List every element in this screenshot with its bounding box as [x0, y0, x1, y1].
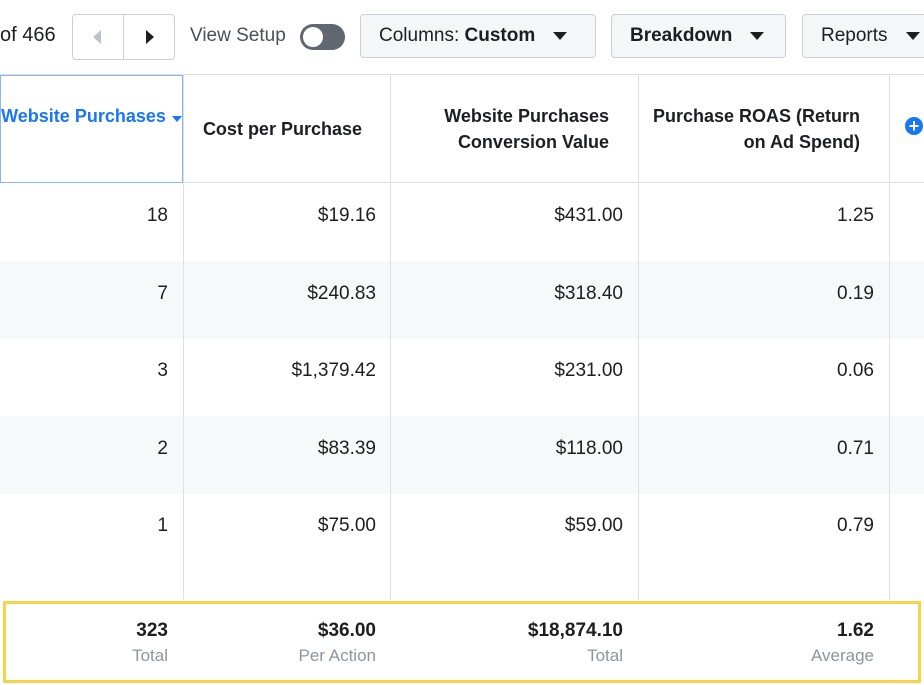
total-value: 1.62: [837, 620, 874, 641]
total-label: Total: [587, 646, 623, 665]
row-bg: [0, 415, 924, 494]
reports-button[interactable]: Reports: [802, 14, 924, 58]
column-header: Website Purchases: [0, 103, 183, 129]
cell: 1: [157, 515, 168, 536]
cell: $118.00: [555, 437, 623, 459]
cell: $19.16: [317, 205, 376, 226]
next-button[interactable]: [146, 30, 154, 44]
columns-value: Custom: [464, 25, 536, 46]
cell: 7: [157, 282, 168, 304]
total-value: $18,874.10: [527, 620, 623, 641]
row-bg: [0, 260, 924, 339]
add-column[interactable]: +: [905, 117, 923, 135]
cell: 2: [157, 437, 168, 459]
cell: 1.25: [837, 205, 874, 226]
view-setup-toggle[interactable]: [300, 24, 345, 50]
cell: 0.19: [837, 282, 874, 304]
total-value: $36.00: [317, 620, 376, 641]
cell: $59.00: [564, 515, 623, 536]
reports-label: Reports: [821, 25, 888, 46]
column-header: Website Purchases Conversion Value: [444, 106, 609, 152]
column-header: Cost per Purchase: [202, 119, 362, 139]
cell: $240.83: [307, 282, 376, 304]
pagination: of 466: [0, 24, 56, 46]
total-label: Average: [810, 646, 874, 665]
breakdown-button[interactable]: Breakdown: [611, 14, 786, 58]
totals-highlight: [3, 601, 921, 683]
column-header: Purchase ROAS (Return on Ad Spend): [652, 106, 860, 152]
cell: $83.39: [317, 437, 376, 459]
cell: $231.00: [554, 360, 623, 381]
cell: 3: [157, 360, 168, 381]
cell: 0.06: [837, 360, 874, 381]
columns-button[interactable]: Columns: Custom: [360, 14, 596, 58]
cell: $75.00: [317, 515, 376, 536]
total-label: Per Action: [298, 646, 377, 665]
cell: 18: [146, 205, 168, 226]
cell: $431.00: [554, 205, 623, 226]
breakdown-label: Breakdown: [630, 25, 733, 46]
prev-button[interactable]: [93, 30, 101, 44]
total-label: Total: [132, 646, 168, 665]
cell: 0.71: [837, 437, 874, 459]
cell: 0.79: [837, 515, 874, 536]
columns-label: Columns:: [379, 25, 460, 46]
view-setup-label: View Setup: [190, 25, 286, 46]
pager: [72, 14, 175, 60]
cell: $318.40: [554, 282, 623, 304]
total-value: 323: [136, 620, 168, 641]
cell: $1,379.42: [291, 360, 376, 381]
